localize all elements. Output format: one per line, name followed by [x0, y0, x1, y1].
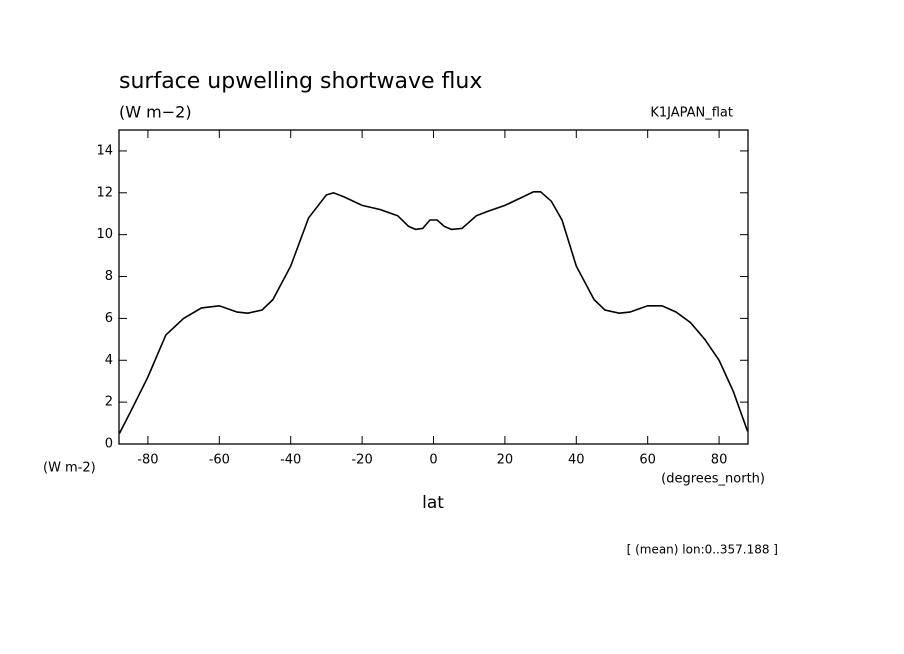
y-units: (W m-2)	[43, 461, 96, 476]
x-tick-label: 40	[568, 453, 585, 468]
x-axis-label: lat	[422, 493, 444, 513]
x-units: (degrees_north)	[661, 472, 765, 487]
y-tick-label: 8	[105, 269, 113, 284]
y-tick-label: 10	[96, 227, 113, 242]
x-tick-label: 60	[639, 453, 656, 468]
x-tick-label: 20	[497, 453, 514, 468]
x-tick-label: -20	[351, 453, 372, 468]
x-tick-label: 80	[711, 453, 728, 468]
x-tick-label: -40	[280, 453, 301, 468]
y-tick-label: 14	[96, 143, 113, 158]
plot-frame	[118, 129, 749, 445]
data-line	[118, 191, 749, 434]
y-tick-label: 4	[105, 353, 113, 368]
x-tick-label: 0	[429, 453, 437, 468]
chart-title: surface upwelling shortwave flux	[119, 69, 482, 94]
dataset-label: K1JAPAN_flat	[650, 106, 733, 121]
y-tick-label: 2	[105, 395, 113, 410]
x-tick-label: -60	[209, 453, 230, 468]
chart-subtitle: (W m−2)	[119, 103, 192, 122]
x-tick-label: -80	[137, 453, 158, 468]
y-tick-label: 12	[96, 185, 113, 200]
y-tick-label: 0	[105, 437, 113, 452]
y-tick-label: 6	[105, 311, 113, 326]
annotation: [ (mean) lon:0..357.188 ]	[627, 543, 778, 557]
